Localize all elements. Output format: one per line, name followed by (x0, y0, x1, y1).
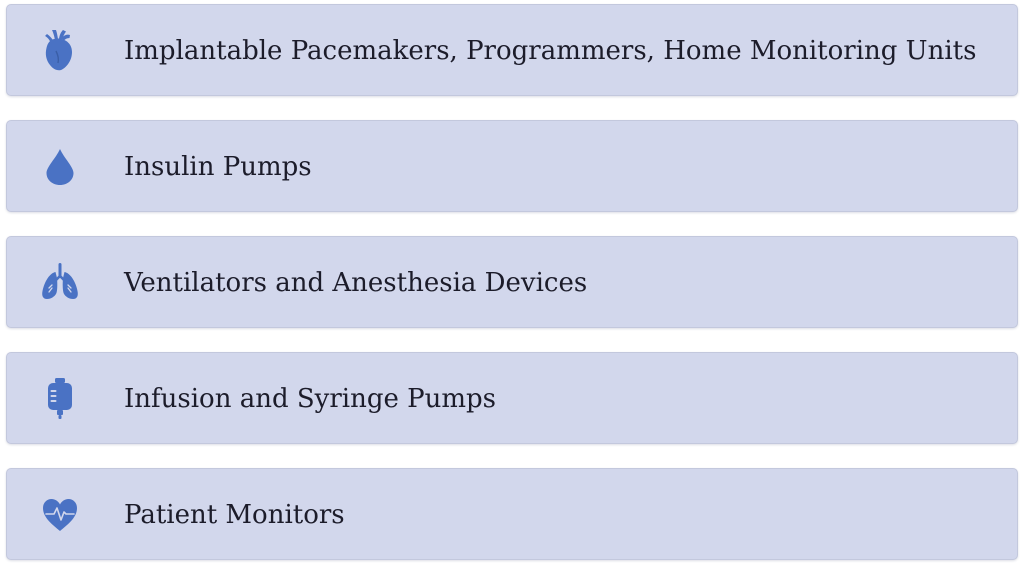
device-list: Implantable Pacemakers, Programmers, Hom… (6, 4, 1018, 560)
device-label: Ventilators and Anesthesia Devices (124, 268, 588, 298)
device-label: Implantable Pacemakers, Programmers, Hom… (124, 36, 977, 66)
iv-bag-icon (39, 377, 81, 419)
device-item-pacemakers: Implantable Pacemakers, Programmers, Hom… (6, 4, 1018, 96)
device-item-ventilators: Ventilators and Anesthesia Devices (6, 236, 1018, 328)
device-item-infusion-pumps: Infusion and Syringe Pumps (6, 352, 1018, 444)
heart-pulse-icon (39, 493, 81, 535)
device-label: Infusion and Syringe Pumps (124, 384, 497, 414)
drop-icon (39, 145, 81, 187)
device-label: Patient Monitors (124, 500, 345, 530)
device-item-patient-monitors: Patient Monitors (6, 468, 1018, 560)
lungs-icon (39, 261, 81, 303)
device-label: Insulin Pumps (124, 152, 312, 182)
anatomical-heart-icon (39, 29, 81, 71)
device-item-insulin-pumps: Insulin Pumps (6, 120, 1018, 212)
